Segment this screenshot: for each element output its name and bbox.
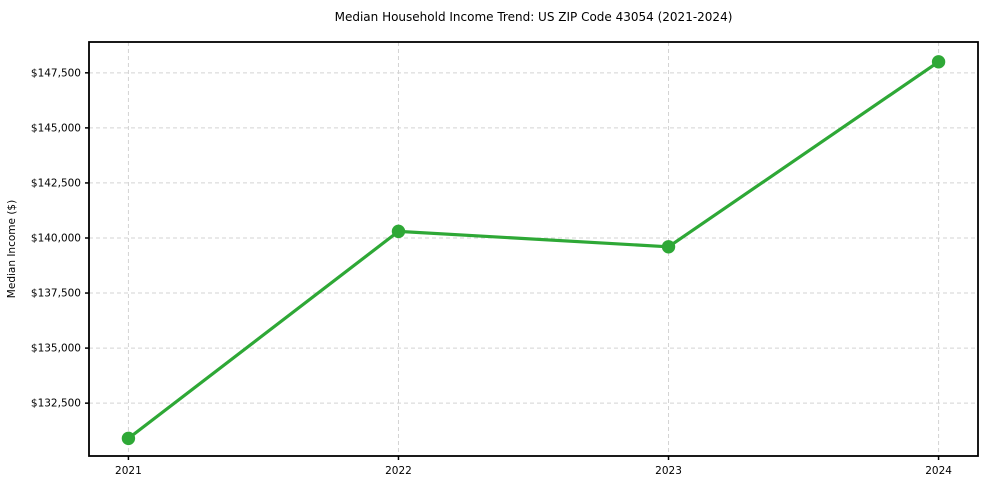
y-axis-label: Median Income ($): [6, 200, 18, 298]
data-point-2024: [931, 55, 946, 69]
x-tick-label: 2022: [385, 465, 412, 477]
x-tick-label: 2021: [115, 465, 142, 477]
data-point-2022: [391, 224, 406, 239]
y-tick-label: $145,000: [31, 122, 81, 134]
trend-line-series: [121, 55, 946, 446]
data-point-2021: [121, 431, 136, 446]
y-tick-label: $132,500: [31, 398, 81, 410]
y-tick-label: $147,500: [31, 67, 81, 79]
axis-tick-labels: $132,500 $135,000 $137,500 $140,000 $142,500…: [31, 67, 952, 477]
axis-ticks: [85, 72, 940, 460]
x-tick-label: 2024: [925, 465, 952, 477]
x-tick-label: 2023: [655, 465, 682, 477]
chart-title: Median Household Income Trend: US ZIP Co…: [335, 10, 733, 24]
trend-line: [126, 60, 941, 440]
y-tick-label: $142,500: [31, 177, 81, 189]
y-tick-label: $137,500: [31, 288, 81, 300]
plot-border: [88, 41, 979, 457]
y-tick-label: $140,000: [31, 232, 81, 244]
y-tick-label: $135,000: [31, 343, 81, 355]
data-point-2023: [661, 240, 676, 254]
gridlines: [89, 42, 978, 456]
